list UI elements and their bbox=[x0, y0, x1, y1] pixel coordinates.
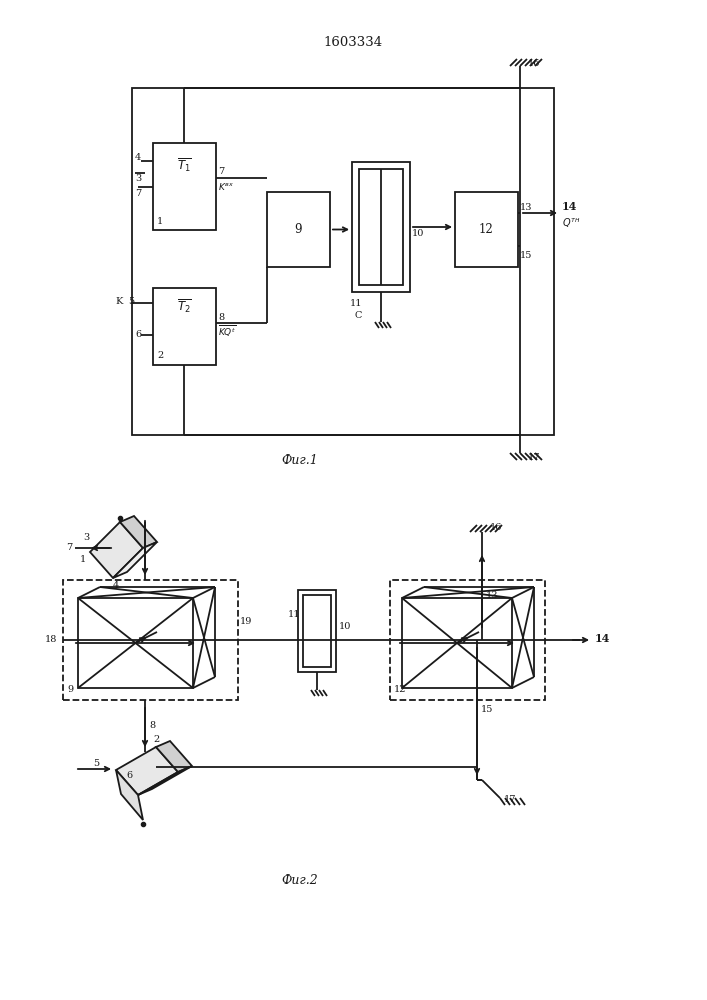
Text: $\overline{T_2}$: $\overline{T_2}$ bbox=[177, 297, 192, 315]
Text: 3: 3 bbox=[135, 174, 141, 183]
Polygon shape bbox=[116, 770, 143, 820]
Text: 11: 11 bbox=[350, 300, 363, 308]
Text: 3: 3 bbox=[83, 534, 89, 542]
Text: 19: 19 bbox=[240, 617, 252, 626]
Text: 12: 12 bbox=[394, 686, 407, 694]
Text: 17: 17 bbox=[504, 796, 517, 804]
Text: 4: 4 bbox=[113, 580, 119, 589]
Text: 1: 1 bbox=[157, 217, 163, 226]
Text: 1603334: 1603334 bbox=[323, 35, 382, 48]
Polygon shape bbox=[116, 747, 178, 795]
Text: 8: 8 bbox=[218, 313, 224, 322]
Text: Фиг.2: Фиг.2 bbox=[281, 874, 318, 886]
Text: 13: 13 bbox=[520, 204, 532, 213]
Text: 15: 15 bbox=[520, 250, 532, 259]
Text: 1: 1 bbox=[80, 556, 86, 564]
Polygon shape bbox=[113, 542, 157, 578]
Text: 16: 16 bbox=[490, 524, 503, 532]
Text: 5: 5 bbox=[93, 760, 99, 768]
Text: K: K bbox=[115, 296, 122, 306]
Bar bbox=[132, 88, 554, 435]
Polygon shape bbox=[120, 516, 157, 548]
Text: 15: 15 bbox=[481, 706, 493, 714]
Text: C: C bbox=[355, 312, 363, 320]
Text: 13: 13 bbox=[486, 590, 498, 599]
Polygon shape bbox=[156, 741, 192, 772]
Bar bbox=[63, 580, 238, 700]
Bar bbox=[267, 192, 330, 267]
Bar bbox=[390, 580, 545, 700]
Bar bbox=[359, 169, 403, 285]
Text: 5: 5 bbox=[128, 296, 134, 306]
Text: 9: 9 bbox=[67, 686, 73, 694]
Bar bbox=[352, 162, 410, 292]
Bar bbox=[153, 143, 216, 230]
Text: 10: 10 bbox=[339, 622, 351, 631]
Text: $\overline{KQ^t}$: $\overline{KQ^t}$ bbox=[218, 324, 236, 340]
Bar bbox=[402, 598, 512, 688]
Bar bbox=[303, 595, 331, 667]
Text: $Q^{тн}$: $Q^{тн}$ bbox=[562, 216, 580, 230]
Bar bbox=[298, 590, 336, 672]
Bar bbox=[78, 598, 193, 688]
Text: 11: 11 bbox=[288, 610, 300, 619]
Text: 4: 4 bbox=[135, 153, 141, 162]
Bar bbox=[455, 192, 518, 267]
Text: 10: 10 bbox=[412, 229, 424, 238]
Text: 17: 17 bbox=[528, 452, 540, 462]
Text: 6: 6 bbox=[126, 772, 132, 780]
Text: 6: 6 bbox=[135, 330, 141, 339]
Text: 7: 7 bbox=[218, 167, 224, 176]
Text: 9: 9 bbox=[295, 223, 303, 236]
Text: $\overline{T_1}$: $\overline{T_1}$ bbox=[177, 156, 192, 174]
Text: 16: 16 bbox=[528, 58, 540, 68]
Text: 14: 14 bbox=[562, 202, 578, 213]
Bar bbox=[153, 288, 216, 365]
Text: 18: 18 bbox=[45, 636, 57, 645]
Text: 7: 7 bbox=[66, 544, 72, 552]
Text: 7: 7 bbox=[135, 189, 141, 198]
Text: 2: 2 bbox=[153, 736, 159, 744]
Text: $K^{вх}$: $K^{вх}$ bbox=[218, 181, 234, 192]
Text: 12: 12 bbox=[479, 223, 494, 236]
Text: 8: 8 bbox=[149, 722, 155, 730]
Polygon shape bbox=[90, 522, 143, 578]
Text: Фиг.1: Фиг.1 bbox=[281, 454, 318, 466]
Polygon shape bbox=[138, 766, 192, 795]
Text: 14: 14 bbox=[595, 634, 610, 645]
Text: 2: 2 bbox=[157, 352, 163, 360]
